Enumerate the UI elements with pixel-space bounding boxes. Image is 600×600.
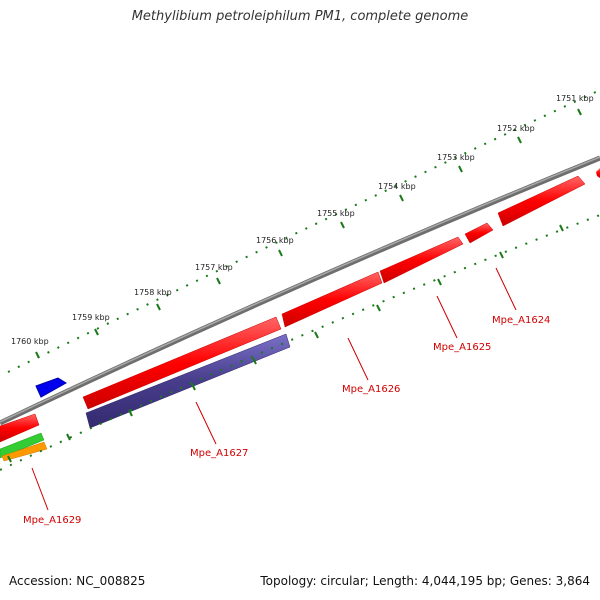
inner-major-ticks	[7, 224, 564, 463]
leader-line	[347, 337, 369, 381]
outer-tick	[156, 303, 161, 311]
label-leaders	[31, 267, 517, 511]
forward-cds-track	[0, 168, 600, 443]
inner-tick	[559, 224, 564, 232]
leader-line	[495, 267, 517, 311]
gene-label: Mpe_A1624	[492, 315, 550, 326]
accession-text: Accession: NC_008825	[9, 574, 146, 588]
gene-label: Mpe_A1629	[23, 515, 81, 526]
gene-label: Mpe_A1625	[433, 342, 491, 353]
outer-tick	[216, 277, 221, 285]
genome-backbone	[0, 155, 600, 426]
scale-label: 1754 kbp	[378, 182, 416, 191]
inner-tick	[314, 331, 319, 339]
inner-scale-ring	[0, 214, 600, 471]
scale-label: 1758 kbp	[134, 288, 172, 297]
scale-label: 1751 kbp	[556, 94, 594, 103]
outer-tick	[458, 165, 463, 173]
scale-label: 1752 kbp	[497, 124, 535, 133]
scale-label: 1757 kbp	[195, 263, 233, 272]
leader-line	[31, 467, 49, 511]
blue-feature[interactable]	[35, 377, 67, 398]
outer-tick	[517, 136, 522, 144]
inner-tick	[437, 278, 442, 286]
inner-tick	[66, 433, 71, 441]
inner-tick	[191, 383, 196, 391]
scale-label: 1760 kbp	[11, 337, 49, 346]
leader-line	[195, 401, 217, 445]
gene-arrow-mpe-a1624[interactable]	[497, 175, 586, 227]
outer-tick	[577, 108, 582, 116]
gene-arrow[interactable]	[596, 168, 600, 178]
gene-arrow-mpe-a1627[interactable]	[82, 316, 282, 410]
outer-tick	[94, 328, 99, 336]
inner-tick	[499, 251, 504, 259]
inner-tick	[376, 304, 381, 312]
backbone-highlight	[0, 156, 600, 423]
genome-summary-text: Topology: circular; Length: 4,044,195 bp…	[260, 574, 590, 588]
gene-arrow[interactable]	[464, 222, 494, 244]
scale-label: 1755 kbp	[317, 209, 355, 218]
purple-feature[interactable]	[85, 333, 291, 429]
scale-label: 1753 kbp	[437, 153, 475, 162]
gene-arrow-mpe-a1629[interactable]	[0, 413, 40, 443]
outer-major-ticks	[35, 108, 582, 359]
outer-tick	[35, 351, 40, 359]
scale-label: 1759 kbp	[72, 313, 110, 322]
gene-label: Mpe_A1627	[190, 448, 248, 459]
inner-tick	[7, 455, 12, 463]
outer-tick	[278, 249, 283, 257]
orange-feature[interactable]	[1, 441, 48, 462]
map-title: Methylibium petroleiphilum PM1, complete…	[131, 9, 469, 24]
gene-label: Mpe_A1626	[342, 384, 400, 395]
leader-line	[436, 295, 458, 339]
green-feature[interactable]	[0, 432, 45, 459]
scale-label: 1756 kbp	[256, 236, 294, 245]
outer-scale-ring	[7, 89, 600, 373]
outer-tick	[340, 221, 345, 229]
gene-arrow-mpe-a1626[interactable]	[281, 271, 383, 328]
inner-tick	[128, 409, 133, 417]
gene-arrow-mpe-a1625[interactable]	[379, 236, 464, 284]
outer-tick	[399, 194, 404, 202]
inner-tick	[252, 357, 257, 365]
